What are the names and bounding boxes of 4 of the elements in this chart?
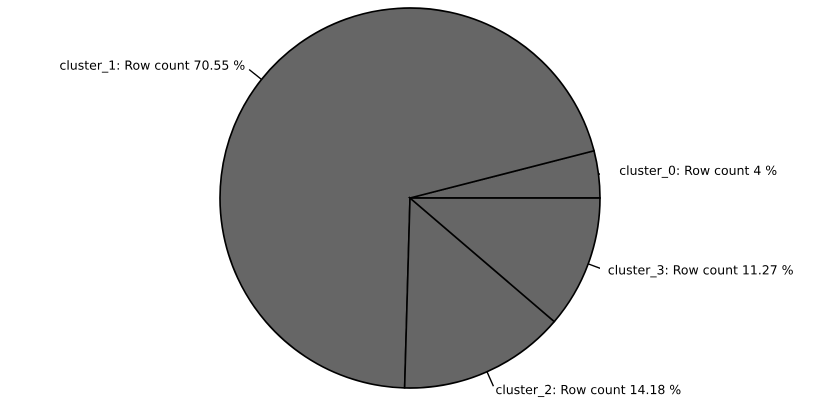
slice-label: cluster_2: Row count 14.18 %: [496, 384, 681, 398]
slice-label: cluster_1: Row count 70.55 %: [60, 60, 245, 73]
slice-label: cluster_3: Row count 11.27 %: [608, 264, 793, 278]
slice-label: cluster_0: Row count 4 %: [620, 165, 776, 178]
